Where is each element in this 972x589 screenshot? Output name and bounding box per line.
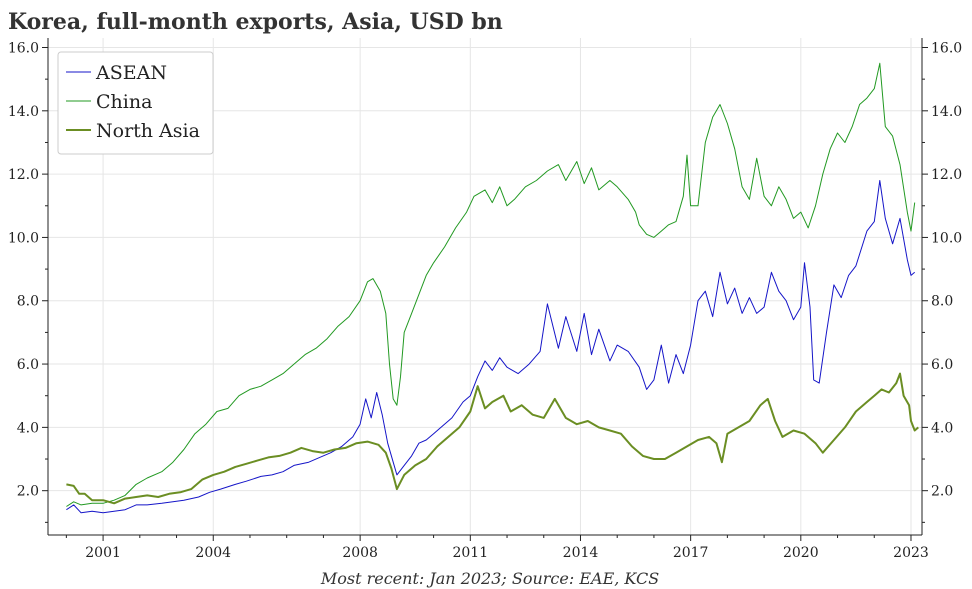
chart-title: Korea, full-month exports, Asia, USD bn [8, 9, 503, 35]
y-tick-label-right: 12.0 [931, 167, 962, 183]
y-tick-label-right: 10.0 [931, 230, 962, 246]
y-tick-label-right: 2.0 [931, 484, 953, 500]
axes-layer: 2001 2004 2008 2011 2014 2017 2020 2023 2.0 2.0 4.… [8, 38, 962, 561]
x-tick-label: 2008 [342, 545, 378, 561]
x-tick-label: 2004 [195, 545, 231, 561]
x-tick-label: 2001 [85, 545, 121, 561]
y-tick-label-right: 8.0 [931, 294, 953, 310]
x-tick-label: 2017 [673, 545, 709, 561]
legend-label-asean: ASEAN [95, 62, 167, 84]
x-tick-label: 2014 [563, 545, 599, 561]
y-tick-label-left: 14.0 [8, 104, 39, 120]
x-tick-label: 2023 [893, 545, 929, 561]
legend-box [57, 51, 214, 155]
y-tick-label-left: 6.0 [17, 357, 39, 373]
series-line-asean [66, 180, 916, 514]
y-tick-label-right: 6.0 [931, 357, 953, 373]
x-tick-label: 2011 [452, 545, 488, 561]
y-tick-label-left: 12.0 [8, 167, 39, 183]
series-line-china [66, 62, 916, 507]
legend-label-north-asia: North Asia [96, 120, 200, 142]
y-tick-label-left: 4.0 [17, 420, 39, 436]
y-tick-label-left: 16.0 [8, 40, 39, 56]
y-tick-label-left: 2.0 [17, 484, 39, 500]
y-tick-label-right: 4.0 [931, 420, 953, 436]
series-line-north-asia [66, 372, 919, 505]
y-tick-label-right: 14.0 [931, 104, 962, 120]
y-tick-label-right: 16.0 [931, 40, 962, 56]
legend-label-china: China [96, 91, 152, 113]
x-tick-label: 2020 [783, 545, 819, 561]
series-layer [66, 62, 919, 514]
y-tick-label-left: 10.0 [8, 230, 39, 246]
grid-layer [48, 38, 922, 535]
y-tick-label-left: 8.0 [17, 294, 39, 310]
source-note: Most recent: Jan 2023; Source: EAE, KCS [320, 569, 659, 588]
legend: ASEAN China North Asia [57, 51, 214, 155]
